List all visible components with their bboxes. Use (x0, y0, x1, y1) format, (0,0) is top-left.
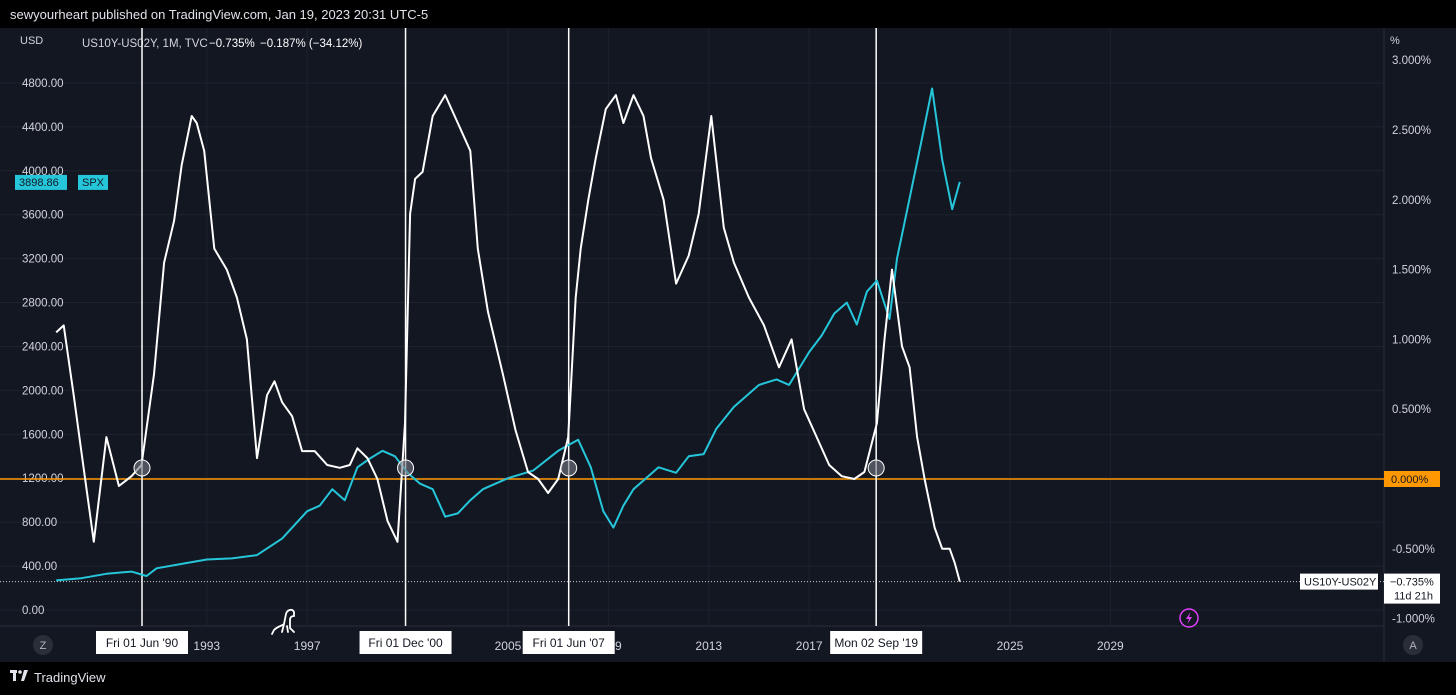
legend-symbol: US10Y-US02Y, 1M, TVC (82, 38, 208, 50)
marker-date-text: Mon 02 Sep '19 (834, 636, 918, 650)
right-tick-label: -1.000% (1392, 614, 1435, 626)
chart-background (0, 28, 1456, 662)
chart[interactable]: USD % US10Y-US02Y, 1M, TVC −0.735% −0.18… (0, 28, 1456, 662)
spread-series-line (55, 94, 961, 582)
left-tick-label: 0.00 (22, 605, 44, 617)
right-tick-label: 2.500% (1392, 125, 1431, 137)
left-tick-label: 2000.00 (22, 385, 64, 397)
time-tick-label: 2017 (796, 639, 823, 653)
lightning-icon[interactable] (1179, 608, 1199, 628)
tradingview-logo[interactable]: TradingView (10, 670, 106, 685)
time-tick-label: 1993 (193, 639, 220, 653)
right-tick-label: 1.000% (1392, 334, 1431, 346)
spread-countdown-text: 11d 21h (1394, 591, 1433, 603)
time-tick-label: 2013 (695, 639, 722, 653)
crossing-circle (560, 459, 578, 477)
legend-value: −0.735% (209, 38, 255, 50)
marker-date-box (522, 631, 615, 654)
time-tick-label: 1997 (294, 639, 321, 653)
auto-scale-z-label: Z (40, 640, 47, 652)
time-tick-label: 2029 (1097, 639, 1124, 653)
left-tick-label: 4800.00 (22, 78, 64, 90)
auto-scale-a-label: A (1409, 640, 1417, 652)
marker-date-text: Fri 01 Jun '07 (533, 636, 606, 650)
spx-series-line (56, 87, 961, 582)
crossing-circle (867, 459, 885, 477)
time-tick-label: 2025 (997, 639, 1024, 653)
dino-icon[interactable] (271, 608, 295, 635)
publish-header: sewyourheart published on TradingView.co… (0, 0, 1456, 28)
spx-value-box (15, 174, 67, 190)
left-tick-label: 2800.00 (22, 298, 64, 310)
right-axis-unit: % (1390, 35, 1400, 47)
left-axis: 4800.00 4400.00 4000.00 3600.00 3200.00 2800.… (22, 78, 64, 617)
crossing-circle (133, 459, 151, 477)
right-tick-label: 0.500% (1392, 404, 1431, 416)
time-axis[interactable]: 19931997200520092013201720252029 (193, 639, 1124, 653)
time-tick-label: 2005 (495, 639, 522, 653)
zero-value-text: 0.000% (1391, 474, 1429, 486)
footer-bar: TradingView (0, 662, 1456, 695)
auto-scale-a-button[interactable]: A (1403, 635, 1423, 655)
spx-name-text: SPX (82, 177, 105, 189)
marker-date-labels: Fri 01 Jun '90 Fri 01 Dec '00 Fri 01 Jun '… (96, 631, 923, 654)
spread-value-box (1384, 573, 1440, 604)
grid (0, 28, 1384, 626)
left-tick-label: 1600.00 (22, 429, 64, 441)
right-axis[interactable]: 3.000% 2.500% 2.000% 1.500% 1.000% 0.500% 0.00… (1392, 55, 1435, 625)
left-tick-label: 4000.00 (22, 166, 64, 178)
tradingview-brand-text: TradingView (34, 670, 106, 685)
left-tick-label: 4400.00 (22, 122, 64, 134)
publish-header-text: sewyourheart published on TradingView.co… (10, 7, 429, 22)
crossing-circles (133, 459, 885, 477)
left-tick-label: 3600.00 (22, 210, 64, 222)
spread-name-text: US10Y-US02Y (1304, 577, 1377, 589)
marker-date-box (830, 631, 923, 654)
left-tick-label: 400.00 (22, 561, 57, 573)
right-tick-label: 1.500% (1392, 265, 1431, 277)
marker-date-box (359, 631, 452, 654)
spx-value-text: 3898.86 (19, 177, 59, 189)
auto-scale-z-button[interactable]: Z (33, 635, 53, 655)
zero-value-box (1384, 471, 1440, 487)
legend-change: −0.187% (−34.12%) (260, 38, 362, 50)
spx-name-box (78, 174, 108, 190)
legend: US10Y-US02Y, 1M, TVC −0.735% −0.187% (−3… (82, 38, 362, 50)
spread-name-box (1300, 573, 1378, 590)
spread-value-text: −0.735% (1390, 577, 1434, 589)
zero-price-label: 0.000% (1384, 471, 1440, 487)
marker-lines (141, 28, 877, 626)
tradingview-mark-icon (10, 670, 28, 685)
left-tick-label: 3200.00 (22, 254, 64, 266)
marker-date-text: Fri 01 Jun '90 (106, 636, 179, 650)
crossing-circle (397, 459, 415, 477)
right-tick-label: 2.000% (1392, 195, 1431, 207)
left-tick-label: 2400.00 (22, 341, 64, 353)
marker-date-box (96, 631, 188, 654)
spread-price-label: US10Y-US02Y −0.735% 11d 21h (1300, 573, 1440, 604)
right-tick-label: 3.000% (1392, 55, 1431, 67)
marker-date-text: Fri 01 Dec '00 (368, 636, 443, 650)
left-tick-label: 800.00 (22, 517, 57, 529)
right-tick-label: -0.500% (1392, 544, 1435, 556)
left-axis-unit: USD (20, 35, 43, 47)
spx-price-label: 3898.86 SPX (15, 174, 108, 190)
